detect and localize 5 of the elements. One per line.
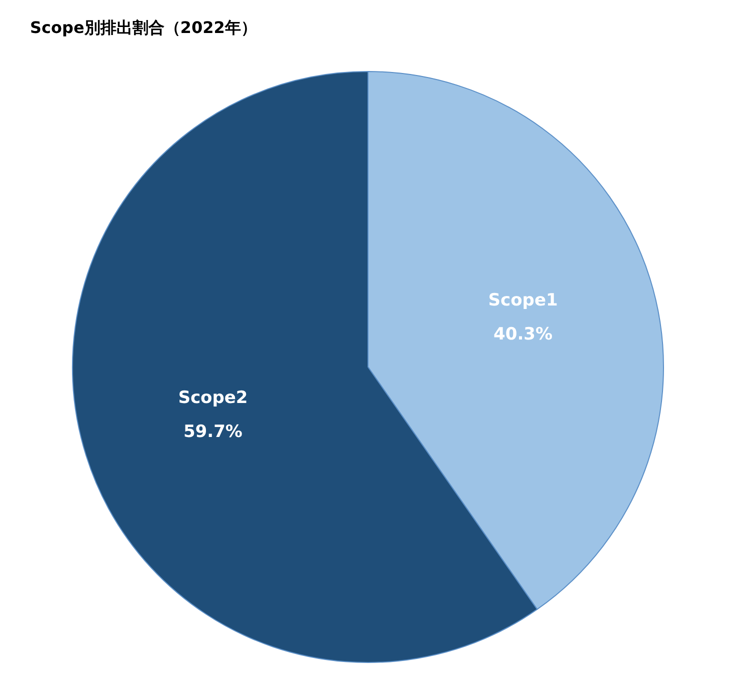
data-label: 40.3% — [494, 324, 553, 345]
chart-title: Scope別排出割合（2022年） — [30, 18, 257, 39]
data-label: 59.7% — [183, 422, 242, 442]
slice-label: Scope1 — [488, 290, 558, 311]
slice-label: Scope2 — [178, 388, 248, 408]
